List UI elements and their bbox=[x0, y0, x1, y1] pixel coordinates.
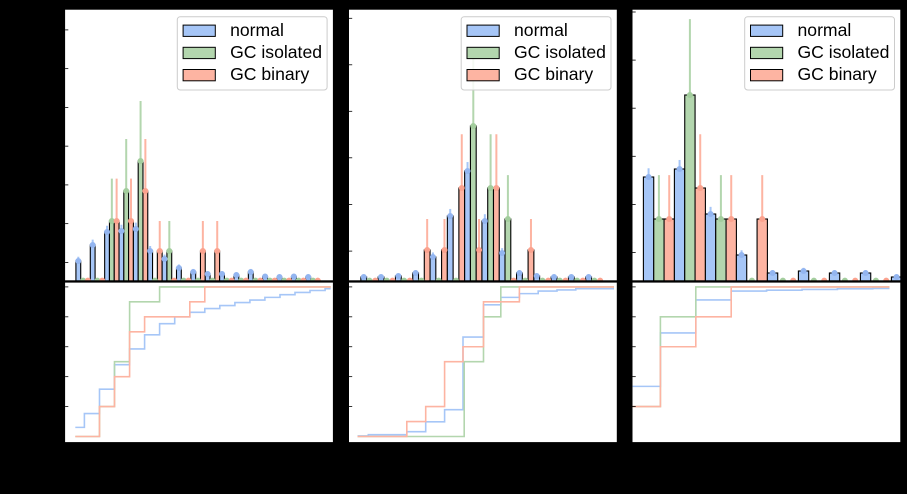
svg-text:GC isolated: GC isolated bbox=[230, 42, 322, 62]
svg-text:GC binary: GC binary bbox=[798, 64, 877, 84]
svg-text:GC binary: GC binary bbox=[514, 64, 593, 84]
svg-text:GC binary: GC binary bbox=[230, 64, 309, 84]
svg-text:normal: normal bbox=[798, 20, 852, 40]
svg-text:normal: normal bbox=[514, 20, 568, 40]
svg-text:GC isolated: GC isolated bbox=[514, 42, 606, 62]
svg-text:normal: normal bbox=[230, 20, 284, 40]
svg-text:GC isolated: GC isolated bbox=[798, 42, 890, 62]
